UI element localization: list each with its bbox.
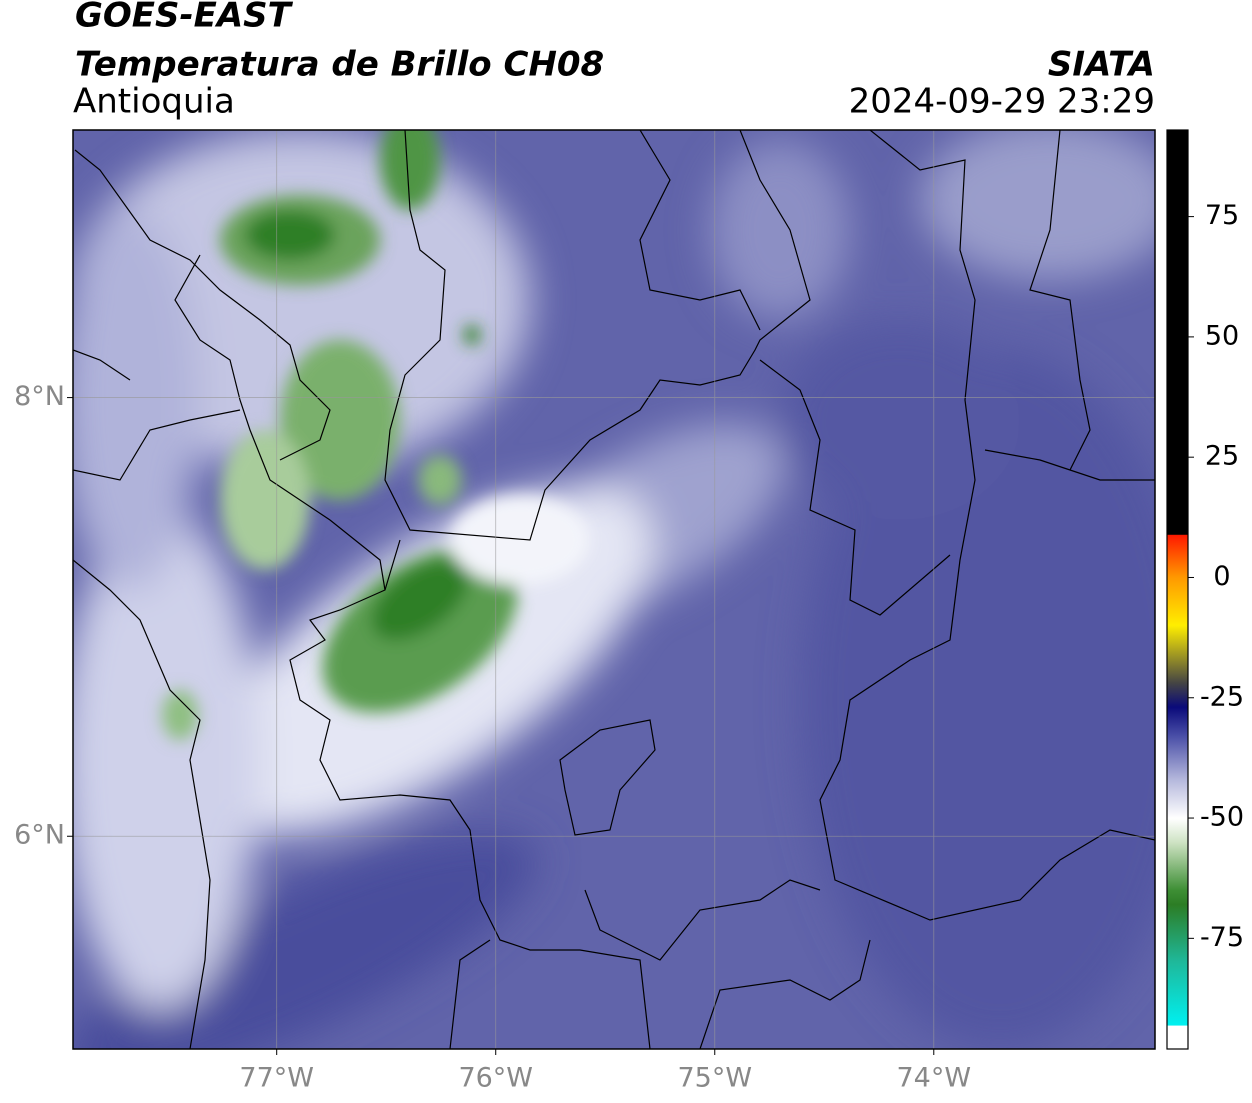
- map-frame: [72, 129, 1156, 1050]
- satellite-image: [73, 130, 1155, 1049]
- labels: 77°W 76°W 75°W 74°W 8°N 6°N 75 50 25 0 -25 -50 -75: [14, 200, 1244, 1093]
- timestamp: 2024-09-29 23:29: [849, 82, 1155, 122]
- x-tick-label: 76°W: [458, 1063, 533, 1094]
- colorbar: [1166, 129, 1189, 1050]
- borders: [73, 130, 1155, 1049]
- y-tick-label: 8°N: [14, 381, 65, 412]
- y-tick-label: 6°N: [14, 820, 65, 851]
- x-tick-label: 75°W: [677, 1063, 752, 1094]
- colorbar-tick-label: 50: [1205, 320, 1239, 351]
- colorbar-tick-label: -25: [1200, 681, 1244, 712]
- x-tick-label: 77°W: [239, 1063, 314, 1094]
- title: GOES-EAST: [75, 0, 294, 36]
- grid: [73, 130, 1155, 1049]
- colorbar-tick-label: 75: [1205, 200, 1239, 231]
- colorbar-tick-label: -75: [1200, 922, 1244, 953]
- x-tick-label: 74°W: [897, 1063, 972, 1094]
- source: SIATA: [1048, 45, 1155, 85]
- region: Antioquia: [73, 82, 235, 122]
- colorbar-tick-label: 25: [1205, 441, 1239, 472]
- colorbar-tick-label: -50: [1200, 802, 1244, 833]
- colorbar-tick-label: 0: [1213, 561, 1230, 592]
- subtitle: Temperatura de Brillo CH08: [75, 45, 604, 85]
